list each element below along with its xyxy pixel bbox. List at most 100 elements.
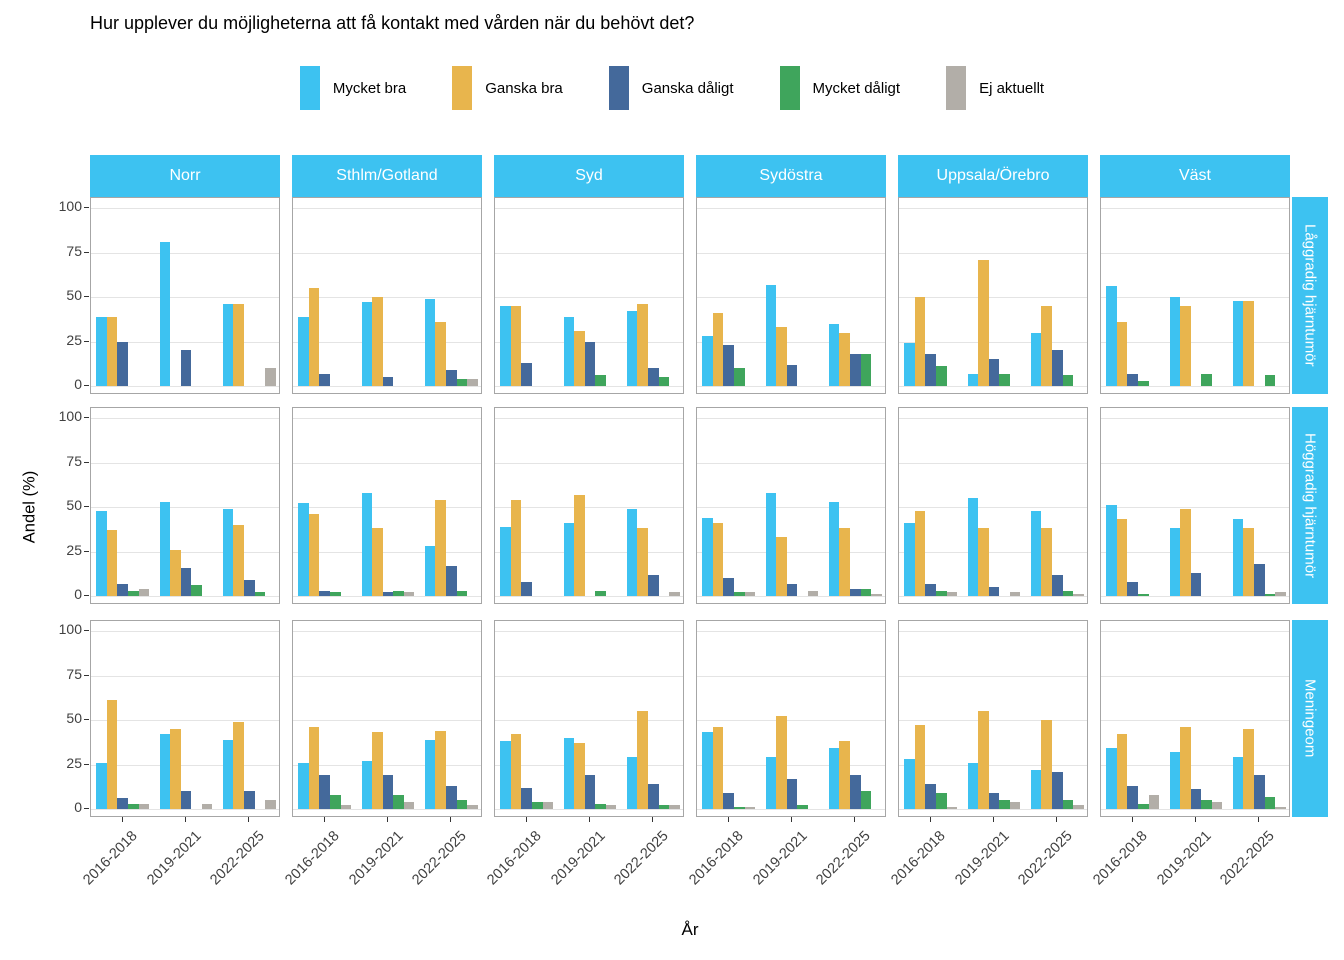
facet-strip-label: Syd [575, 167, 603, 184]
panel-r1-c2 [494, 407, 684, 604]
gridline-25 [1101, 764, 1289, 766]
gridline-100 [293, 631, 481, 632]
bar-mycket-bra [765, 757, 777, 809]
y-tick-label-100: 100 [58, 198, 82, 214]
bar-mycket-bra [828, 323, 840, 386]
facet-strip-col-0: Norr [90, 155, 280, 197]
bar-ganska-bra [510, 305, 522, 386]
bar-ganska-bra [435, 321, 446, 386]
bar-ej-aktuellt [807, 590, 819, 596]
bar-ganska-dåligt [648, 784, 659, 809]
gridline-25 [91, 551, 279, 553]
facet-strip-label: Uppsala/Örebro [936, 167, 1050, 184]
bar-ej-aktuellt [744, 592, 756, 596]
bar-ganska-bra [1116, 321, 1128, 386]
facet-strip-col-5: Väst [1100, 155, 1290, 197]
bar-ganska-dåligt [786, 778, 798, 809]
bar-mycket-dåligt [393, 794, 404, 809]
bar-mycket-bra [626, 757, 638, 809]
x-tick-mark [1131, 817, 1133, 822]
bar-ganska-bra [637, 528, 648, 596]
bar-ganska-dåligt [723, 345, 734, 386]
facet-strip-label: Norr [169, 167, 201, 184]
legend-item-1: Ganska bra [452, 66, 563, 110]
gridline-50 [293, 720, 481, 721]
gridline-100 [697, 418, 885, 419]
gridline-25 [1101, 551, 1289, 553]
bar-mycket-bra [424, 546, 436, 596]
bar-mycket-dåligt [860, 791, 872, 809]
legend-item-3: Mycket dåligt [779, 66, 900, 110]
legend-label: Mycket bra [332, 79, 407, 97]
y-tick-label-100: 100 [58, 408, 82, 424]
bar-ganska-dåligt [319, 775, 330, 809]
bar-ganska-bra [637, 711, 648, 809]
bar-ganska-bra [1180, 508, 1191, 596]
gridline-50 [91, 720, 279, 721]
bar-mycket-bra [702, 336, 713, 386]
bar-ej-aktuellt [871, 594, 882, 596]
gridline-50 [697, 297, 885, 298]
gridline-100 [899, 631, 1087, 632]
gridline-75 [899, 462, 1087, 464]
bar-ganska-dåligt [648, 368, 659, 386]
gridline-50 [697, 507, 885, 508]
legend-item-4: Ej aktuellt [946, 66, 1044, 110]
x-tick-label: 2016-2018 [484, 828, 546, 889]
bar-mycket-bra [1030, 769, 1042, 809]
bar-mycket-bra [159, 734, 171, 809]
bar-ej-aktuellt [467, 378, 478, 386]
panel-r2-c4 [898, 620, 1088, 817]
bar-mycket-bra [298, 503, 309, 596]
x-tick-label: 2022-2025 [207, 828, 268, 889]
x-tick-mark [323, 817, 325, 822]
bar-ganska-bra [106, 530, 118, 596]
y-tick-mark [84, 595, 89, 596]
bar-ganska-bra [106, 700, 118, 809]
bar-mycket-dåligt [999, 373, 1010, 386]
facet-strip-row-2: Meningeom [1292, 620, 1328, 817]
x-axis-title: År [681, 920, 699, 939]
bar-ganska-dåligt [648, 574, 659, 596]
bar-mycket-bra [563, 316, 575, 386]
bar-mycket-dåligt [860, 588, 872, 596]
x-tick-label: 2019-2021 [1153, 828, 1215, 889]
x-tick-label: 2022-2025 [1015, 828, 1076, 889]
bar-ganska-bra [510, 499, 522, 596]
gridline-50 [293, 297, 481, 298]
gridline-75 [293, 462, 481, 464]
y-tick-mark [84, 461, 89, 463]
bar-ganska-dåligt [319, 373, 330, 386]
bar-mycket-bra [967, 373, 979, 386]
x-tick-label: 2016-2018 [1090, 828, 1152, 889]
gridline-100 [293, 208, 481, 209]
bar-ganska-bra [233, 304, 244, 386]
bar-mycket-dåligt [734, 592, 745, 596]
bar-mycket-dåligt [1138, 594, 1149, 596]
bar-ganska-dåligt [117, 583, 128, 596]
bar-ej-aktuellt [1275, 807, 1286, 809]
y-tick-mark [84, 550, 89, 552]
bar-ganska-dåligt [723, 578, 734, 596]
gridline-25 [293, 551, 481, 553]
bar-ganska-bra [510, 734, 522, 809]
bar-mycket-dåligt [1062, 800, 1074, 809]
x-tick-label: 2016-2018 [80, 828, 142, 889]
bar-ganska-dåligt [1052, 771, 1063, 809]
gridline-50 [1101, 720, 1289, 721]
bar-ganska-dåligt [723, 792, 734, 809]
bar-ganska-dåligt [117, 798, 128, 809]
gridline-0 [697, 386, 885, 387]
x-tick-label: 2022-2025 [1217, 828, 1278, 889]
bar-mycket-bra [1106, 748, 1117, 809]
x-tick-mark [525, 817, 527, 822]
gridline-25 [899, 341, 1087, 343]
bar-mycket-dåligt [1264, 796, 1276, 809]
panel-r1-c1 [292, 407, 482, 604]
bar-mycket-dåligt [1138, 803, 1149, 809]
gridline-50 [697, 720, 885, 721]
bar-mycket-bra [1106, 286, 1117, 386]
panel-r0-c4 [898, 197, 1088, 394]
legend-item-2: Ganska dåligt [608, 66, 734, 110]
